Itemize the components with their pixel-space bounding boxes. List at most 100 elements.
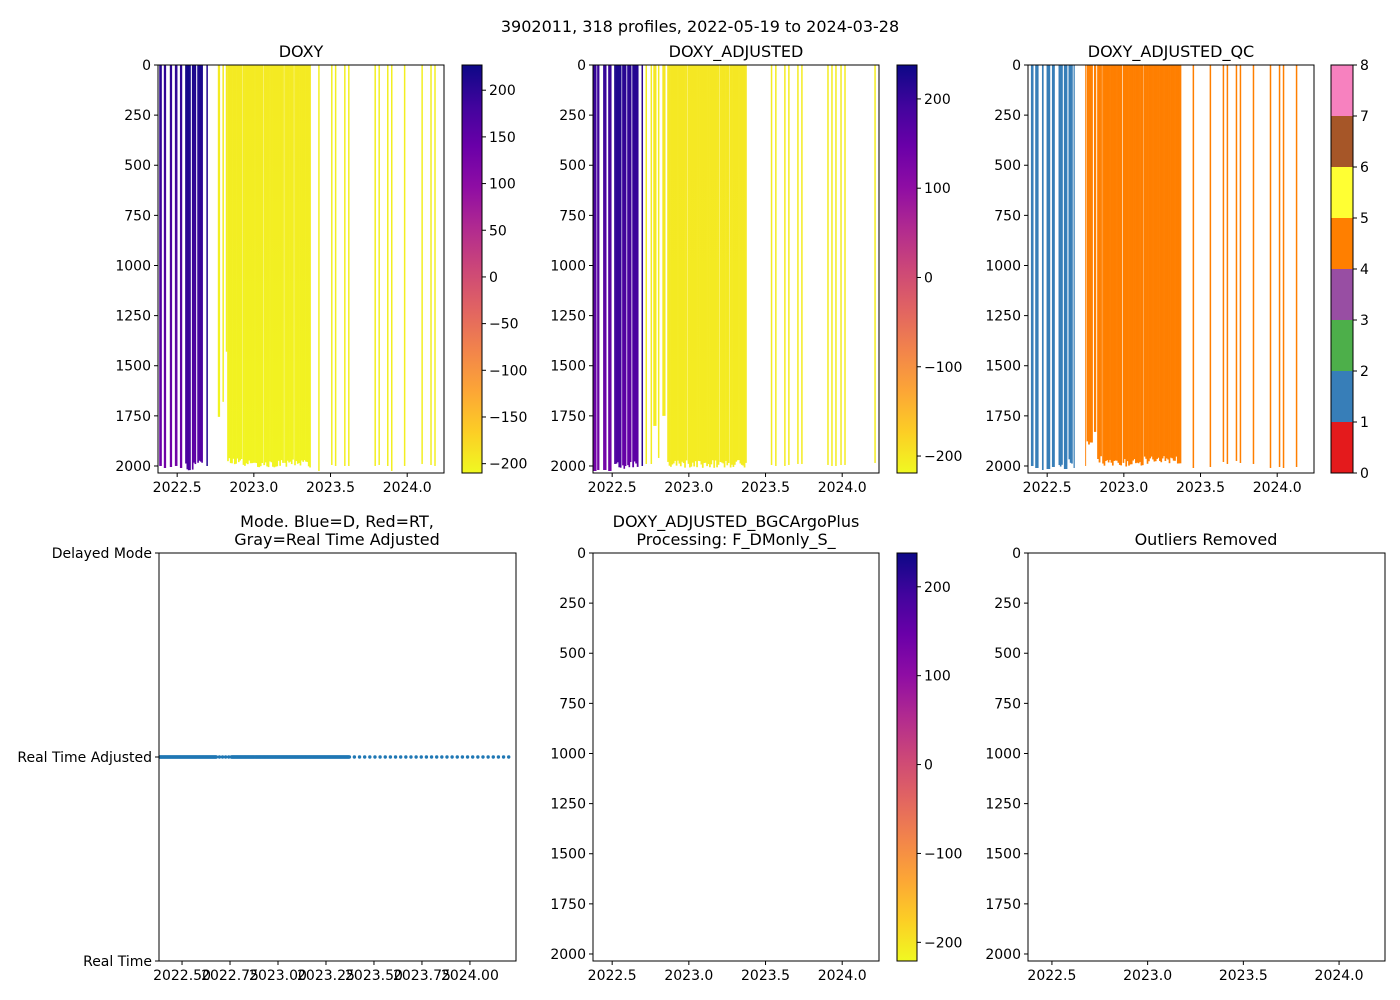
y-tick-label: 2000 <box>550 459 586 475</box>
colorbar-tick-label: −50 <box>489 317 519 333</box>
profile-band <box>1139 65 1141 462</box>
colorbar: 200 100 0 −100 −200 <box>896 552 962 962</box>
profile-band <box>244 65 246 466</box>
profile-band <box>292 65 294 460</box>
profile-line <box>827 65 829 465</box>
profile-line <box>1278 65 1281 467</box>
y-tick-label: 1750 <box>985 409 1021 425</box>
profile-line <box>831 65 833 466</box>
profile-band <box>684 65 686 468</box>
colorbar-tick-label: 6 <box>1360 160 1369 176</box>
profile-line <box>1295 65 1298 467</box>
profile-band <box>689 65 691 468</box>
x-tick-label: 2022.5 <box>1023 480 1072 496</box>
profile-band <box>614 65 616 464</box>
profile-line <box>770 65 773 465</box>
profile-line <box>874 65 876 463</box>
profile-band <box>1178 65 1180 464</box>
profile-band <box>245 65 248 464</box>
profile-band <box>229 65 232 464</box>
profile-band <box>608 65 611 471</box>
profile-band <box>248 65 251 461</box>
x-tick-label: 2022.5 <box>153 480 202 496</box>
profile-band <box>191 65 194 470</box>
profile-band <box>629 65 632 463</box>
x-tick-label: 2023.50 <box>345 968 403 984</box>
profile-band <box>1106 65 1109 461</box>
mode-marker <box>486 755 490 759</box>
profile-band <box>194 65 197 465</box>
mode-marker <box>214 755 219 759</box>
colorbar-tick-label: 0 <box>1360 466 1369 482</box>
mode-marker <box>217 755 222 759</box>
profile-band <box>1146 65 1149 464</box>
colorbar-tick-label: −200 <box>924 449 962 465</box>
y-tick-label: 1500 <box>985 359 1021 375</box>
profile-band <box>1105 65 1107 462</box>
profile-band <box>285 65 288 467</box>
profile-line <box>434 65 436 466</box>
profile-band <box>174 65 177 466</box>
profile-band <box>259 65 262 467</box>
mode-marker <box>419 755 423 759</box>
colorbar-bin <box>1331 167 1353 218</box>
profile-band <box>668 65 671 466</box>
axes-frame <box>1027 552 1386 962</box>
profile-band <box>272 65 274 467</box>
colorbar-tick-label: 7 <box>1360 109 1369 125</box>
profile-band <box>1117 65 1120 463</box>
colorbar-tick-label: 0 <box>924 270 933 286</box>
colorbar-tick-label: 0 <box>489 270 498 286</box>
colorbar-tick-label: −150 <box>489 410 527 426</box>
profile-band <box>179 65 183 468</box>
profile-band <box>1122 65 1125 463</box>
profile-band <box>1089 65 1092 443</box>
y-tick-label: 0 <box>1012 58 1021 74</box>
profile-band <box>699 65 701 462</box>
profile-line <box>348 65 350 466</box>
profile-band <box>255 65 258 464</box>
subplot-3: 2022.5 2023.0 2023.5 2024.00250500750100012… <box>985 42 1369 496</box>
mode-marker <box>393 755 398 759</box>
profile-band <box>654 65 657 426</box>
profile-band <box>1176 65 1179 464</box>
y-tick-label: Real Time <box>83 954 152 970</box>
y-tick-label: 2000 <box>985 459 1021 475</box>
profile-band <box>740 65 743 465</box>
profile-band <box>306 65 309 462</box>
colorbar: 200 100 0 −100 −200 <box>896 64 962 474</box>
profile-band <box>1164 65 1167 461</box>
subplot-1: 2022.5 2023.0 2023.5 2024.00250500750100012… <box>115 42 527 496</box>
profile-line <box>344 65 346 466</box>
profile-band <box>636 65 639 467</box>
profile-band <box>239 65 241 461</box>
profile-band <box>1068 65 1071 460</box>
profile-band <box>729 65 732 468</box>
y-tick-label: 1250 <box>985 309 1021 325</box>
profile-band <box>236 65 239 459</box>
colorbar-tick-label: 200 <box>924 580 951 596</box>
profile-band <box>186 65 189 470</box>
colorbar-gradient-bar <box>897 553 917 961</box>
profile-band <box>694 65 697 462</box>
y-tick-label: 500 <box>559 646 586 662</box>
profile-band <box>674 65 677 461</box>
profile-band <box>233 65 236 465</box>
profile-band <box>298 65 300 464</box>
profile-band <box>1097 65 1099 460</box>
profile-band <box>1109 65 1111 460</box>
profile-band <box>662 65 665 416</box>
colorbar-tick-label: −100 <box>489 363 527 379</box>
profile-line <box>784 65 786 466</box>
mode-marker <box>507 755 511 759</box>
plot-area <box>159 65 436 471</box>
profile-band <box>280 65 283 461</box>
profile-band <box>251 65 253 464</box>
profile-band <box>716 65 718 468</box>
profile-band <box>1059 65 1062 467</box>
profile-band <box>709 65 711 468</box>
profile-band <box>201 65 203 463</box>
profile-band <box>282 65 284 463</box>
profile-band <box>719 65 722 462</box>
profile-band <box>704 65 707 463</box>
